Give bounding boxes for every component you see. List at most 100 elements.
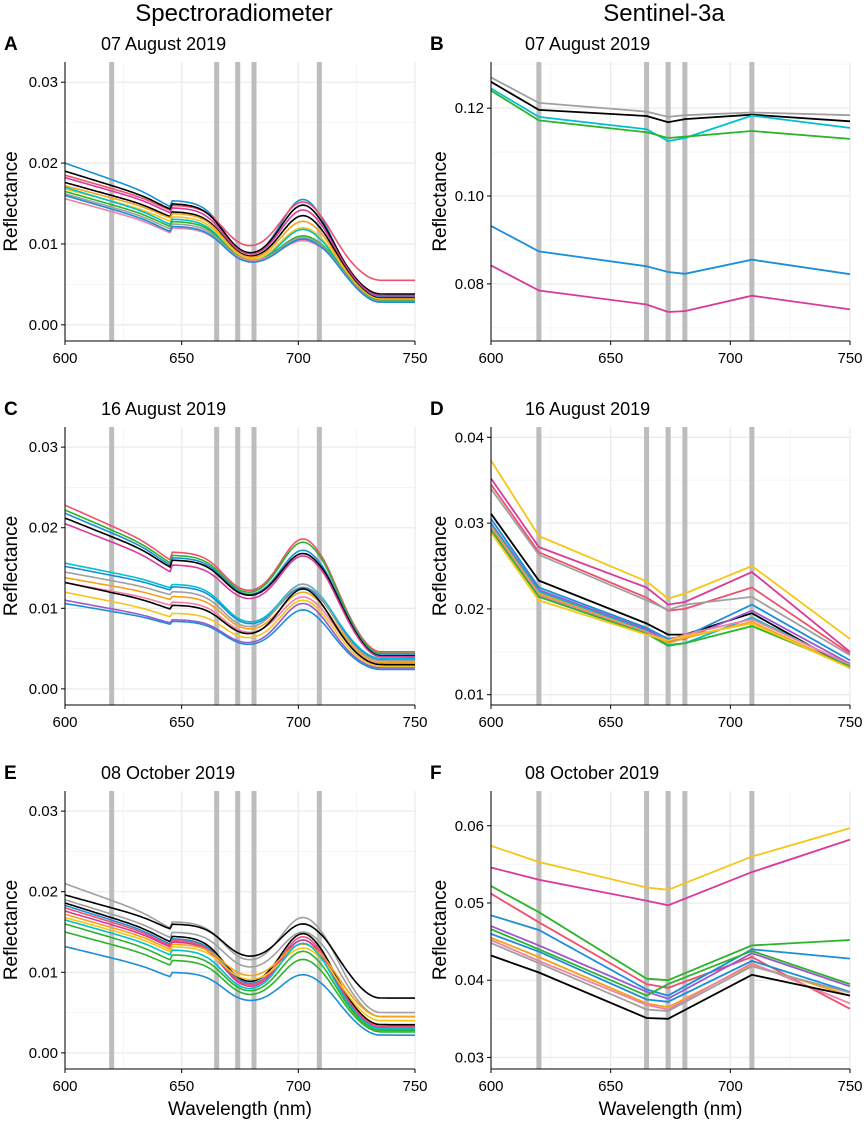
- panel-A: 0.00 0.01 0.02 0.03 600 650 700 750 Reflectance 0…: [1, 34, 428, 367]
- panel-letter: E: [4, 763, 17, 784]
- y-tick-label: 0.08: [455, 276, 484, 293]
- x-tick-label: 700: [718, 714, 743, 731]
- y-tick-label: 0.01: [29, 236, 58, 253]
- series-line-12: [490, 531, 851, 669]
- series-line-11: [64, 923, 415, 1032]
- x-tick-label: 650: [169, 1078, 194, 1095]
- y-tick-label: 0.02: [29, 884, 58, 901]
- x-tick-label: 700: [286, 1078, 311, 1095]
- series-line-4: [64, 517, 415, 657]
- y-tick-label: 0.06: [455, 818, 484, 835]
- y-tick-label: 0.04: [455, 972, 484, 989]
- y-axis-title: Reflectance: [1, 151, 22, 251]
- y-tick-label: 0.02: [29, 155, 58, 172]
- column-title-left: Spectroradiometer: [135, 0, 333, 27]
- y-axis-title: Reflectance: [1, 880, 22, 980]
- x-tick-label: 750: [837, 350, 862, 367]
- y-tick-label: 0.00: [29, 317, 58, 334]
- series-line-4: [490, 89, 851, 140]
- series-line-1: [490, 460, 851, 640]
- y-tick-label: 0.03: [29, 803, 58, 820]
- series-line-3: [64, 899, 415, 1018]
- x-tick-label: 600: [52, 1078, 77, 1095]
- series-line-3: [64, 170, 415, 295]
- x-tick-label: 750: [402, 350, 427, 367]
- x-tick-label: 750: [837, 1078, 862, 1095]
- series-line-7: [64, 565, 415, 661]
- y-tick-label: 0.01: [29, 964, 58, 981]
- series-line-11: [490, 529, 851, 668]
- panel-title: 08 October 2019: [525, 763, 659, 783]
- series-line-1: [64, 504, 415, 653]
- x-tick-label: 700: [718, 350, 743, 367]
- panel-letter: B: [430, 34, 444, 55]
- series-line-4: [490, 488, 851, 656]
- x-tick-label: 650: [598, 1078, 623, 1095]
- series-line-12: [64, 194, 415, 303]
- series-line-13: [64, 599, 415, 669]
- y-tick-label: 0.00: [29, 681, 58, 698]
- x-tick-label: 750: [402, 1078, 427, 1095]
- panel-title: 07 August 2019: [525, 34, 650, 54]
- x-tick-label: 600: [478, 714, 503, 731]
- series-line-3: [490, 87, 851, 143]
- panel-letter: F: [430, 763, 442, 784]
- series-line-3: [490, 885, 851, 982]
- series-line-8: [64, 913, 415, 1018]
- series-line-6: [490, 925, 851, 1000]
- series-line-5: [490, 513, 851, 669]
- x-axis-title: Wavelength (nm): [599, 1099, 743, 1120]
- series-line-12: [64, 591, 415, 668]
- y-tick-label: 0.03: [455, 1049, 484, 1066]
- series-line-5: [64, 522, 415, 658]
- x-tick-label: 750: [402, 714, 427, 731]
- series-line-2: [490, 477, 851, 653]
- x-tick-label: 650: [169, 350, 194, 367]
- y-axis-title: Reflectance: [430, 880, 451, 980]
- x-tick-label: 650: [598, 714, 623, 731]
- series-line-2: [64, 894, 415, 999]
- panel-F: 0.03 0.04 0.05 0.06 600 650 700 750 Reflectance 0…: [430, 763, 863, 1120]
- y-axis-title: Reflectance: [1, 516, 22, 616]
- series-line-8: [490, 933, 851, 1003]
- series-line-11: [64, 581, 415, 666]
- series-line-2: [64, 509, 415, 655]
- series-line-4: [64, 176, 415, 297]
- y-tick-label: 0.12: [455, 100, 484, 117]
- series-line-9: [490, 525, 851, 669]
- y-tick-label: 0.05: [455, 895, 484, 912]
- x-tick-label: 600: [52, 350, 77, 367]
- x-tick-label: 700: [718, 1078, 743, 1095]
- y-tick-label: 0.04: [455, 429, 484, 446]
- series-line-2: [490, 838, 851, 907]
- series-line-2: [64, 174, 415, 282]
- series-line-6: [490, 518, 851, 662]
- y-tick-label: 0.03: [29, 74, 58, 91]
- y-tick-label: 0.10: [455, 188, 484, 205]
- series-line-1: [490, 76, 851, 118]
- panel-letter: C: [4, 399, 18, 420]
- y-tick-label: 0.03: [455, 515, 484, 532]
- series-line-1: [64, 882, 415, 1014]
- series-line-6: [490, 264, 851, 313]
- x-tick-label: 700: [286, 350, 311, 367]
- panel-C: 0.00 0.01 0.02 0.03 600 650 700 750 Reflectance 1…: [1, 399, 428, 731]
- x-tick-label: 700: [286, 714, 311, 731]
- y-tick-label: 0.01: [455, 687, 484, 704]
- series-line-4: [64, 902, 415, 1026]
- panel-letter: D: [430, 399, 444, 420]
- x-tick-label: 600: [478, 1078, 503, 1095]
- series-line-9: [64, 916, 415, 1022]
- y-tick-label: 0.02: [29, 520, 58, 537]
- x-tick-label: 650: [169, 714, 194, 731]
- series-line-12: [64, 931, 415, 1033]
- series-line-10: [64, 919, 415, 1030]
- series-line-12: [490, 954, 851, 1020]
- series-line-5: [490, 225, 851, 276]
- series-line-11: [490, 942, 851, 1013]
- panel-letter: A: [4, 34, 18, 55]
- panel-D: 0.01 0.02 0.03 0.04 600 650 700 750 Reflectance 1…: [430, 399, 863, 731]
- panel-title: 16 August 2019: [101, 399, 226, 419]
- x-tick-label: 750: [837, 714, 862, 731]
